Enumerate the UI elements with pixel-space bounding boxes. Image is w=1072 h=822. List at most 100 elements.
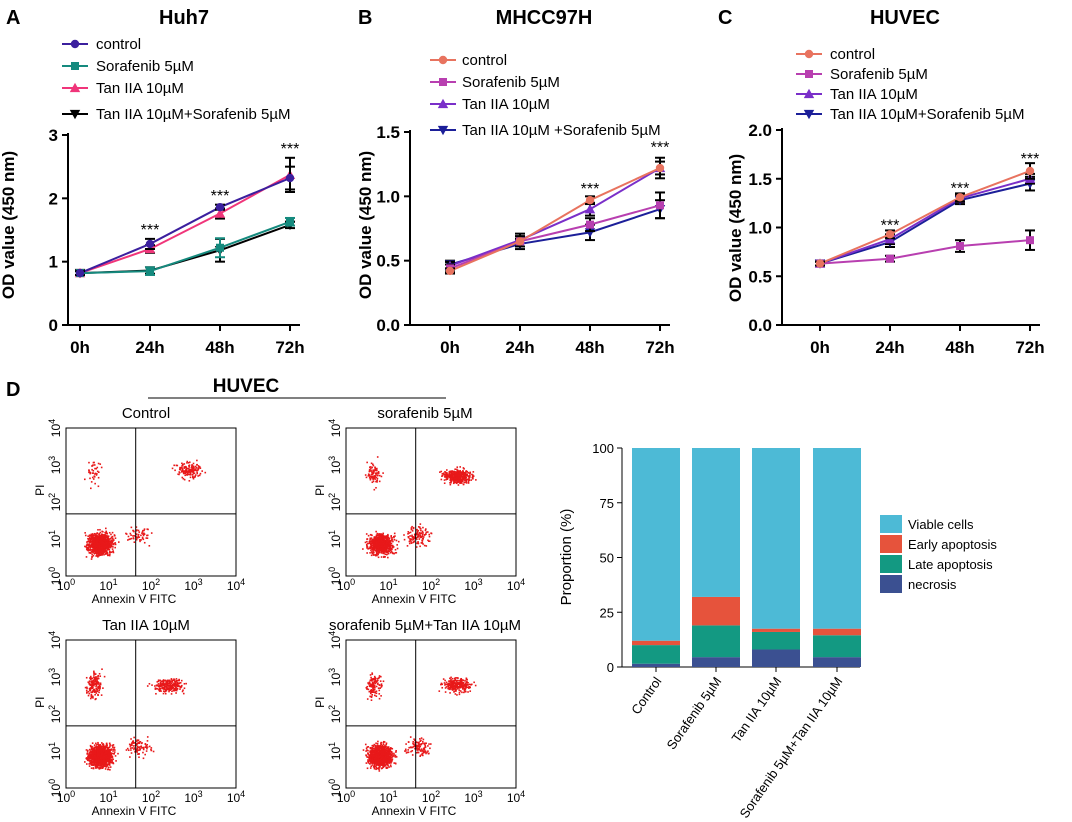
flow-dot — [101, 553, 103, 556]
flow-dot — [412, 527, 415, 530]
flow-dot — [411, 534, 413, 537]
flow-dot — [132, 529, 134, 532]
flow-dot — [451, 473, 454, 476]
flow-dot — [89, 761, 92, 764]
flow-dot — [91, 747, 94, 750]
flow-dot — [106, 546, 109, 548]
flow-dot — [89, 689, 91, 692]
flow-dot — [102, 766, 104, 769]
flow-dot — [181, 469, 184, 471]
flow-dot — [174, 686, 177, 688]
series-line — [819, 239, 1031, 265]
flow-dot — [96, 766, 99, 769]
flow-dot — [382, 472, 384, 474]
flow-dot — [189, 472, 192, 475]
flow-dot — [98, 768, 101, 770]
flow-dot — [175, 464, 178, 467]
flow-x-tick: 101 — [99, 577, 117, 593]
flow-dot — [93, 683, 96, 685]
flow-y-tick: 103 — [327, 456, 343, 474]
flow-dot — [112, 744, 115, 746]
flow-dot — [391, 752, 393, 755]
flow-dot — [101, 752, 104, 754]
flow-dot — [395, 751, 397, 753]
flow-dot — [113, 751, 116, 753]
flow-dot — [178, 682, 181, 684]
flow-dot — [89, 683, 92, 686]
flow-dot — [364, 541, 367, 544]
flow-dot — [382, 547, 385, 549]
flow-dot — [378, 551, 381, 554]
flow-dot — [94, 534, 97, 537]
flow-y-tick: 102 — [47, 493, 63, 511]
flow-dot — [419, 536, 422, 539]
chart-title-huh7: Huh7 — [159, 7, 209, 29]
flow-dot — [88, 692, 91, 695]
flow-dot — [146, 746, 149, 748]
flow-dot — [165, 683, 168, 685]
flow-dot — [379, 535, 381, 537]
flow-dot — [416, 528, 418, 531]
flow-dot — [389, 549, 392, 552]
flow-dot — [96, 470, 99, 473]
flow-dot — [379, 533, 382, 536]
flow-dot — [465, 478, 467, 480]
flow-dot — [376, 554, 378, 557]
flow-dot — [102, 751, 105, 753]
flow-dot — [92, 548, 94, 551]
flow-dot — [98, 744, 100, 746]
flow-dot — [373, 764, 376, 766]
flow-dot — [182, 471, 185, 474]
flow-dot — [89, 745, 92, 748]
flow-dot — [137, 739, 140, 741]
flow-dot — [451, 474, 453, 477]
x-tick-label: 0h — [810, 338, 830, 357]
y-tick-label: 2.0 — [748, 121, 772, 140]
flow-dot — [450, 481, 452, 484]
flow-dot — [172, 679, 175, 682]
flow-dot — [370, 470, 373, 472]
flow-dot — [176, 682, 178, 685]
flow-dot — [100, 552, 103, 554]
flow-dot — [93, 754, 96, 757]
flow-dot — [376, 479, 379, 481]
flow-dot — [92, 547, 94, 549]
y-tick-label: 1.0 — [748, 219, 772, 238]
flow-dot — [100, 536, 103, 539]
flow-dot — [146, 685, 149, 687]
flow-y-tick: 104 — [47, 631, 63, 649]
flow-dot — [393, 754, 395, 756]
flow-dot — [92, 682, 95, 685]
flow-dot — [383, 535, 386, 538]
flow-dot — [369, 746, 372, 749]
flow-dot — [99, 683, 102, 686]
flow-dot — [168, 682, 171, 684]
flow-dot — [94, 544, 96, 546]
flow-dot — [133, 748, 135, 751]
flow-dot — [388, 538, 390, 541]
flow-dot — [397, 540, 400, 543]
flow-dot — [181, 465, 183, 467]
flow-dot — [106, 539, 109, 541]
flow-dot — [138, 741, 141, 743]
flow-dot — [95, 542, 97, 545]
flow-dot — [366, 756, 368, 758]
flow-dot — [376, 477, 379, 480]
line-chart-huvec: 0.00.51.01.52.00h 24h 48h 72h*********contr… — [748, 46, 1044, 357]
flow-dot — [383, 550, 386, 553]
flow-dot — [111, 759, 113, 762]
flow-dot — [101, 551, 104, 553]
flow-dot — [145, 746, 148, 749]
flow-dot — [95, 767, 97, 769]
flow-dot — [139, 748, 142, 750]
flow-dot — [375, 534, 378, 536]
flow-dot — [88, 539, 90, 541]
flow-dot — [107, 539, 110, 541]
flow-dot — [166, 679, 169, 682]
flow-dot — [459, 476, 461, 478]
flow-dot — [95, 766, 98, 768]
flow-dot — [472, 475, 474, 477]
flow-dot — [98, 752, 101, 754]
flow-dot — [450, 478, 452, 481]
flow-dot — [443, 479, 446, 481]
